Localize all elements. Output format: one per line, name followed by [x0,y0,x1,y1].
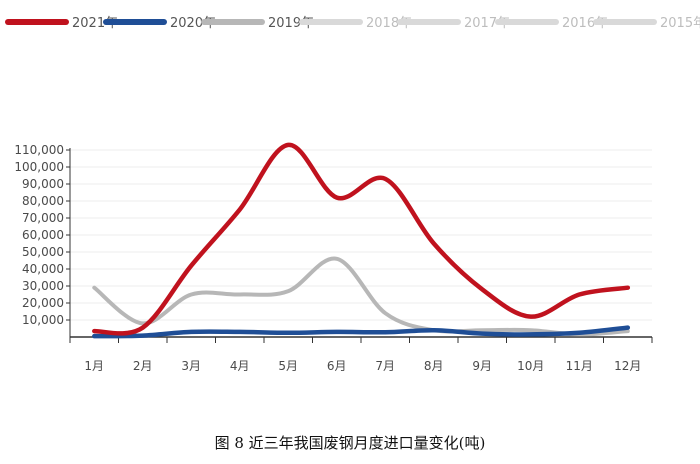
legend-label: 2015年 [660,16,700,31]
y-axis: 10,000 20,000 30,000 40,000 50,000 60,000 70,0… [14,143,71,337]
legend-item: 2019年 [201,16,314,31]
series-line-2019 [92,256,630,337]
series-line-2020 [92,325,631,339]
y-tick-label: 30,000 [22,279,64,293]
series-lines [92,142,631,339]
y-tick-label: 100,000 [14,160,64,174]
legend-item: 2015年 [593,16,700,31]
y-tick-label: 80,000 [22,194,64,208]
legend-item: 2021年 [5,16,118,31]
x-tick-label: 8月 [424,359,444,373]
legend: 2021年 2020年 2019年 2018年 2017年 2016年 2015年 [5,16,700,31]
x-tick-label: 4月 [230,359,250,373]
y-tick-label: 90,000 [22,177,64,191]
legend-item: 2018年 [299,16,412,31]
x-tick-label: 3月 [181,359,201,373]
x-tick-label: 5月 [278,359,298,373]
x-tick-label: 10月 [517,359,544,373]
x-tick-label: 6月 [327,359,347,373]
y-tick-label: 50,000 [22,245,64,259]
x-tick-label: 2月 [133,359,153,373]
y-tick-label: 20,000 [22,296,64,310]
y-tick-label: 40,000 [22,262,64,276]
x-tick-label: 11月 [566,359,593,373]
y-gridlines [70,149,652,321]
series-line-2021 [92,142,631,336]
legend-item: 2016年 [495,16,608,31]
figure-caption: 图 8 近三年我国废钢月度进口量变化(吨) [214,434,486,452]
legend-item: 2017年 [397,16,510,31]
x-tick-label: 9月 [472,359,492,373]
x-tick-label: 7月 [375,359,395,373]
y-tick-label: 10,000 [22,313,64,327]
y-tick-label: 60,000 [22,228,64,242]
x-axis: 1月 2月 3月 4月 5月 6月 7月 8月 9月 10月 11月 12月 [69,336,653,373]
y-tick-label: 70,000 [22,211,64,225]
y-tick-label: 110,000 [14,143,64,157]
x-tick-label: 12月 [614,359,641,373]
x-tick-label: 1月 [84,359,104,373]
legend-item: 2020年 [103,16,216,31]
line-chart: 2021年 2020年 2019年 2018年 2017年 2016年 2015年 10,0… [5,16,700,373]
